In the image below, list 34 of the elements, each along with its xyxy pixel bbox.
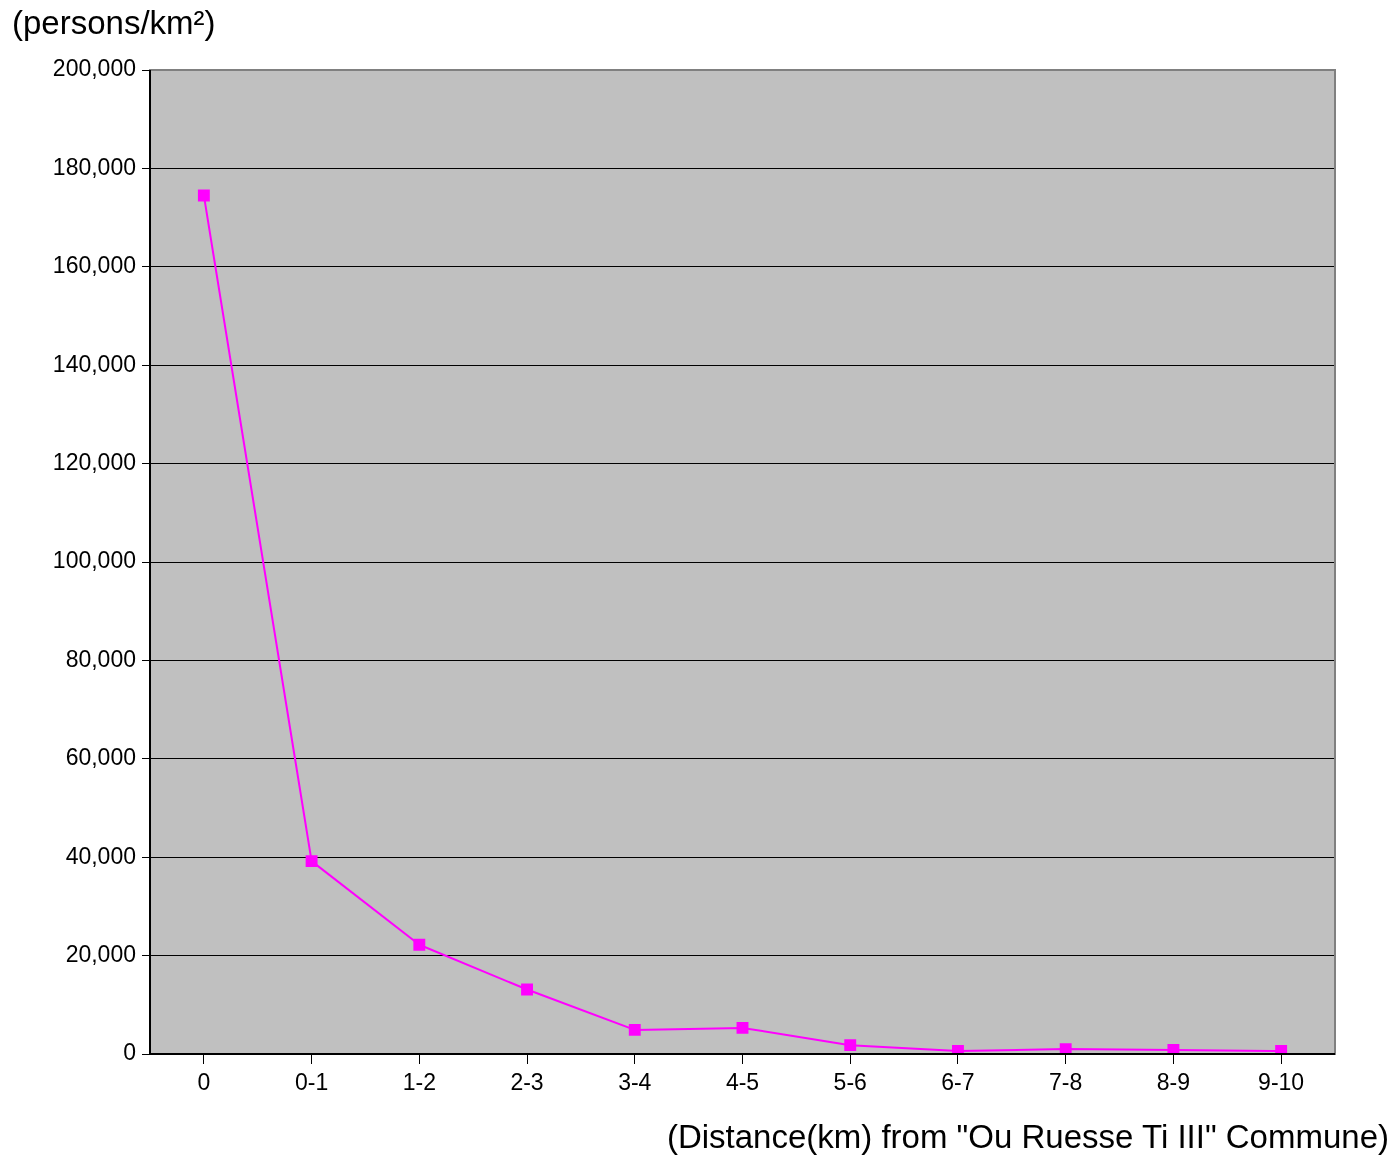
point bbox=[1059, 1043, 1072, 1054]
y-tick-label: 140,000 bbox=[52, 350, 136, 377]
y-tick-label: 0 bbox=[123, 1039, 136, 1066]
y-tick-label: 100,000 bbox=[52, 547, 136, 574]
point bbox=[844, 1039, 857, 1052]
point bbox=[413, 938, 426, 951]
point bbox=[197, 189, 210, 202]
point bbox=[952, 1045, 964, 1054]
x-tick-label: 9-10 bbox=[1258, 1069, 1305, 1096]
x-tick-label: 6-7 bbox=[941, 1069, 975, 1096]
point bbox=[521, 983, 533, 996]
x-tick-label: 8-9 bbox=[1156, 1069, 1191, 1096]
y-tick-label: 180,000 bbox=[52, 153, 136, 180]
x-tick-label: 7-8 bbox=[1049, 1069, 1083, 1096]
y-tick-label: 60,000 bbox=[65, 744, 136, 771]
x-tick-label: 1-2 bbox=[402, 1069, 436, 1096]
x-axis-title: (Distance(km) from "Ou Ruesse Ti III" Commune) bbox=[666, 1118, 1389, 1156]
x-tick-label: 2-3 bbox=[510, 1069, 544, 1096]
y-axis-title: (persons/km²) bbox=[12, 4, 216, 42]
x-tick-label: 4-5 bbox=[725, 1069, 760, 1096]
y-tick-label: 120,000 bbox=[52, 448, 136, 475]
x-tick-label: 3-4 bbox=[618, 1069, 652, 1096]
x-tick-label: 0-1 bbox=[294, 1069, 329, 1096]
point bbox=[1167, 1044, 1180, 1054]
x-tick-label: 5-6 bbox=[833, 1069, 867, 1096]
point bbox=[736, 1021, 749, 1034]
point bbox=[628, 1023, 641, 1036]
y-tick-label: 160,000 bbox=[52, 252, 136, 279]
y-tick-label: 80,000 bbox=[65, 645, 136, 672]
point bbox=[305, 855, 318, 868]
y-tick-label: 40,000 bbox=[65, 842, 136, 869]
y-tick-label: 200,000 bbox=[52, 55, 136, 82]
y-tick-label: 20,000 bbox=[65, 940, 136, 967]
x-tick-label: 0 bbox=[197, 1069, 211, 1096]
